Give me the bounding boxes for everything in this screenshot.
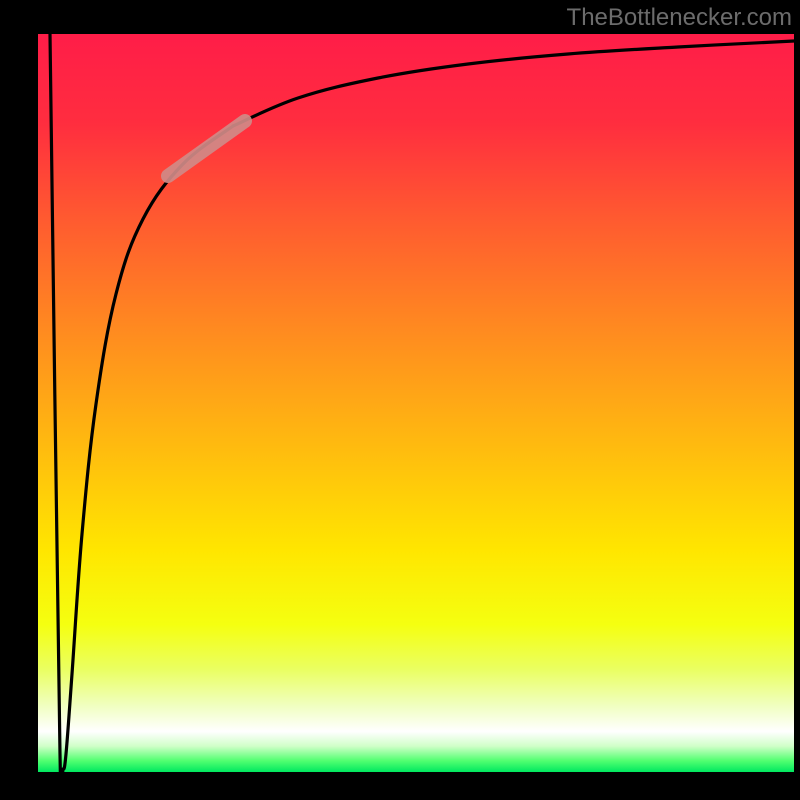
curve-highlight-segment (168, 121, 245, 176)
watermark-text: TheBottlenecker.com (567, 4, 792, 32)
chart-stage: TheBottlenecker.com (0, 0, 800, 800)
plot-area (38, 34, 794, 772)
bottleneck-curve-right (233, 41, 794, 126)
curve-layer (38, 34, 794, 772)
